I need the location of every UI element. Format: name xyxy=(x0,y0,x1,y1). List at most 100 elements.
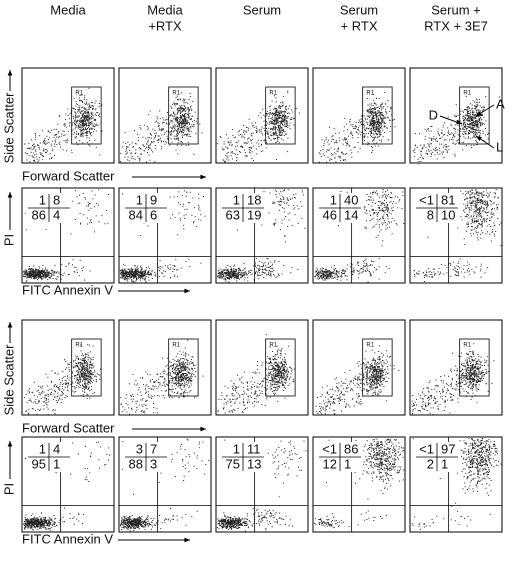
dot xyxy=(77,123,78,124)
dot xyxy=(31,147,32,148)
dot xyxy=(326,271,327,272)
dot xyxy=(381,223,382,224)
dot xyxy=(89,222,90,223)
dot xyxy=(262,269,263,270)
dot xyxy=(181,111,182,112)
dot xyxy=(48,274,49,275)
dot xyxy=(279,210,280,211)
dot xyxy=(148,267,149,268)
gate-label: R1 xyxy=(463,90,471,96)
dot xyxy=(240,274,241,275)
dot xyxy=(184,134,185,135)
dot xyxy=(280,229,281,230)
dot xyxy=(188,117,189,118)
dot xyxy=(458,142,459,143)
dot xyxy=(81,128,82,129)
dot xyxy=(38,273,39,274)
dot xyxy=(230,277,231,278)
dot xyxy=(397,197,398,198)
dot xyxy=(275,132,276,133)
dot xyxy=(381,229,382,230)
dot xyxy=(284,113,285,114)
dot xyxy=(81,122,82,123)
dot xyxy=(75,109,76,110)
dot xyxy=(78,134,79,135)
dot xyxy=(379,108,380,109)
dot xyxy=(191,215,192,216)
dot xyxy=(92,102,93,103)
dot xyxy=(76,134,77,135)
dot xyxy=(383,121,384,122)
dot xyxy=(479,135,480,136)
dot xyxy=(126,153,127,154)
dot xyxy=(135,149,136,150)
dot xyxy=(281,122,282,123)
dot xyxy=(322,270,323,271)
dot xyxy=(363,261,364,262)
dot xyxy=(291,109,292,110)
dot xyxy=(186,113,187,114)
dot xyxy=(73,122,74,123)
dot xyxy=(239,130,240,131)
dot xyxy=(457,130,458,131)
dot xyxy=(68,264,69,265)
dot xyxy=(364,125,365,126)
dot xyxy=(256,131,257,132)
dot xyxy=(179,110,180,111)
dot xyxy=(472,123,473,124)
dot xyxy=(198,209,199,210)
dot xyxy=(139,158,140,159)
dot xyxy=(447,151,448,152)
dot xyxy=(236,142,237,143)
dot xyxy=(193,154,194,155)
dot xyxy=(126,274,127,275)
dot xyxy=(122,271,123,272)
dot xyxy=(94,231,95,232)
dot xyxy=(453,143,454,144)
dot xyxy=(379,134,380,135)
dot xyxy=(232,129,233,130)
dot xyxy=(36,275,37,276)
dot xyxy=(476,107,477,108)
dot xyxy=(380,132,381,133)
dot xyxy=(338,276,339,277)
dot xyxy=(79,275,80,276)
dot xyxy=(366,128,367,129)
dot xyxy=(377,213,378,214)
dot xyxy=(324,141,325,142)
dot xyxy=(31,277,32,278)
dot xyxy=(33,271,34,272)
dot xyxy=(228,278,229,279)
scatter-panel: R1 xyxy=(119,68,211,163)
dot xyxy=(275,190,276,191)
dot xyxy=(282,220,283,221)
dot xyxy=(467,204,468,205)
dot xyxy=(85,104,86,105)
dot xyxy=(470,112,471,113)
dot xyxy=(231,268,232,269)
dot xyxy=(284,135,285,136)
dot xyxy=(374,123,375,124)
dot xyxy=(219,275,220,276)
arrow-head xyxy=(8,192,13,198)
dot xyxy=(47,143,48,144)
dot xyxy=(274,120,275,121)
dot xyxy=(289,105,290,106)
dot xyxy=(174,136,175,137)
dot xyxy=(175,259,176,260)
dot xyxy=(484,209,485,210)
dot xyxy=(384,205,385,206)
dot xyxy=(90,124,91,125)
dot xyxy=(463,134,464,135)
dot xyxy=(186,261,187,262)
dot xyxy=(183,108,184,109)
dot xyxy=(46,272,47,273)
dot xyxy=(159,125,160,126)
dot xyxy=(150,148,151,149)
dot xyxy=(125,154,126,155)
dot xyxy=(240,146,241,147)
dot xyxy=(72,108,73,109)
dot xyxy=(364,263,365,264)
dot xyxy=(298,223,299,224)
dot xyxy=(79,105,80,106)
